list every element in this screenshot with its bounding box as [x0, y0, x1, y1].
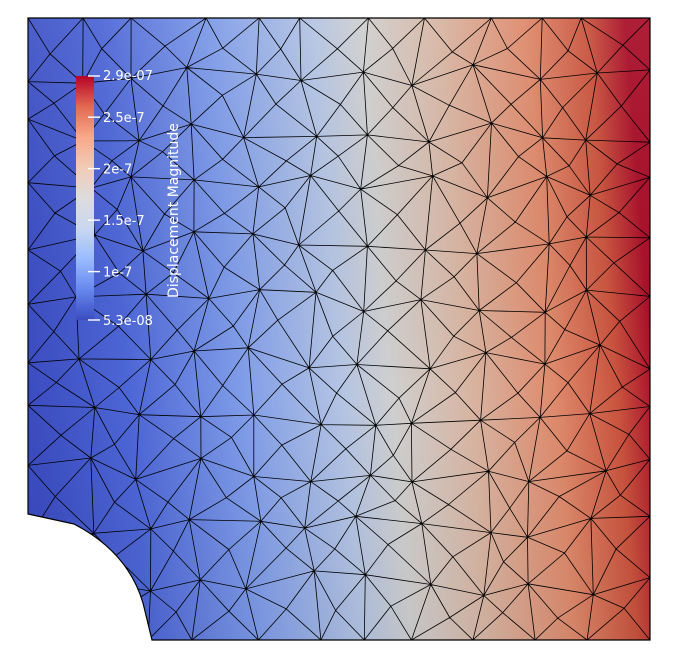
mesh-wireframe: [28, 18, 650, 640]
domain-boundary: [27, 17, 651, 641]
color-legend: 2.9e-07 5.3e-08 2.5e-7 2e-7 1.5e-7 1e-7 Dis…: [76, 69, 182, 329]
colorbar-min-label: 5.3e-08: [103, 314, 153, 329]
colorbar-title: Displacement Magnitude: [166, 123, 182, 298]
colorbar-max-label: 2.9e-07: [103, 69, 153, 84]
colorbar-tick-label: 2.5e-7: [103, 111, 145, 126]
colorbar-tick-label: 1.5e-7: [103, 214, 145, 229]
colorbar-tick-label: 2e-7: [103, 163, 132, 178]
mesh-edges: [28, 18, 650, 640]
mesh-domain: [27, 17, 651, 641]
colorbar-tick-label: 1e-7: [103, 266, 132, 281]
colorbar: [76, 76, 94, 320]
field-shading: [28, 18, 650, 640]
colorbar-ticks: 2.5e-7 2e-7 1.5e-7 1e-7: [88, 111, 145, 281]
